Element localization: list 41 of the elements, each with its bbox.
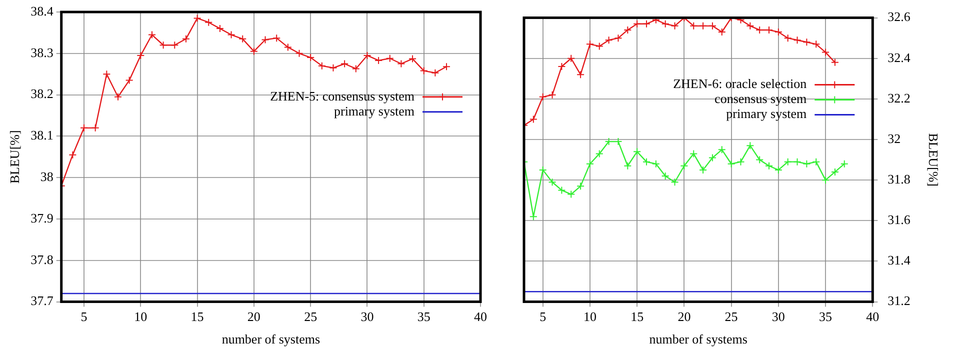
y-tick-label: 38.4: [30, 3, 54, 18]
x-tick-label: 10: [134, 309, 148, 324]
y2-tick-label: 31.8: [888, 172, 910, 187]
x-axis-title: number of systems: [649, 332, 748, 347]
y-tick-label: 37.7: [30, 293, 54, 308]
x-tick-label: 20: [247, 309, 260, 324]
legend-label: primary system: [334, 103, 414, 118]
legend-label: consensus system: [714, 91, 807, 106]
y2-tick-label: 32.2: [888, 90, 910, 106]
y-axis-title: BLEU[%]: [7, 130, 22, 184]
y-tick-label: 38.2: [30, 86, 54, 102]
y-tick-label: 37.8: [30, 252, 54, 267]
y-tick-label: 38.3: [30, 44, 54, 60]
x-tick-label: 5: [80, 309, 88, 324]
y-tick-label: 38: [40, 169, 54, 184]
y2-tick-label: 32.4: [888, 50, 911, 65]
x-tick-label: 5: [540, 309, 546, 324]
legend-label: ZHEN-6: oracle selection: [673, 76, 808, 92]
y2-tick-label: 31.2: [888, 293, 910, 308]
y2-axis-title: BLEU[%]: [926, 133, 941, 187]
x-axis-title: number of systems: [222, 332, 320, 347]
x-tick-label: 30: [772, 309, 785, 324]
x-tick-label: 10: [583, 309, 596, 324]
y-tick-label: 37.9: [30, 210, 54, 226]
x-tick-label: 35: [819, 309, 832, 324]
y2-tick-label: 31.4: [888, 252, 911, 268]
x-tick-label: 20: [678, 309, 691, 324]
x-tick-label: 15: [190, 309, 204, 324]
x-tick-label: 35: [417, 309, 430, 324]
y2-tick-label: 31.6: [888, 212, 911, 228]
y2-tick-label: 32: [888, 130, 901, 146]
x-tick-label: 25: [724, 309, 738, 324]
y-tick-label: 38.1: [30, 128, 54, 143]
x-tick-label: 25: [304, 309, 318, 324]
x-tick-label: 40: [866, 309, 880, 324]
legend-label: primary system: [726, 106, 807, 122]
y2-tick-label: 32.6: [888, 9, 911, 24]
x-tick-label: 15: [630, 309, 644, 324]
x-tick-label: 30: [360, 309, 374, 324]
legend-label: ZHEN-5: consensus system: [270, 88, 414, 104]
x-tick-label: 40: [474, 309, 487, 324]
